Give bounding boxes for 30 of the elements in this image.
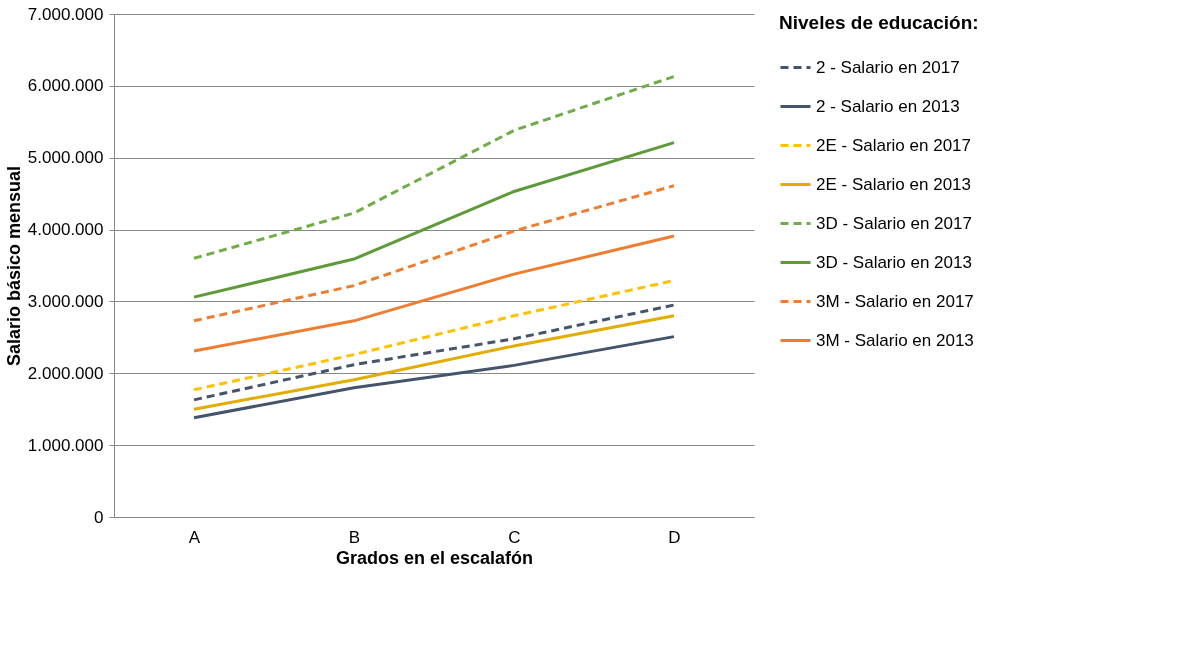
legend-label: 2 - Salario en 2017 — [816, 57, 960, 77]
line-series — [192, 314, 676, 411]
x-axis-title: Grados en el escalafón — [335, 547, 534, 568]
legend-label: 3M - Salario en 2013 — [816, 330, 974, 350]
legend-label: 2E - Salario en 2017 — [816, 135, 971, 155]
x-tick-label: C — [508, 527, 521, 547]
y-tick-label: 2.000.000 — [27, 363, 104, 383]
y-axis-title: Salario básico mensual — [3, 165, 24, 367]
line-series — [192, 234, 676, 353]
line-series — [192, 184, 676, 323]
legend-title: Niveles de educación: — [779, 12, 979, 33]
legend-label: 3D - Salario en 2017 — [816, 213, 972, 233]
legend-label: 3D - Salario en 2013 — [816, 252, 972, 272]
legend-label: 3M - Salario en 2017 — [816, 291, 974, 311]
y-tick-label: 1.000.000 — [27, 435, 104, 455]
y-tick-label: 0 — [94, 507, 104, 527]
y-tick-label: 3.000.000 — [27, 291, 104, 311]
legend-label: 2 - Salario en 2013 — [816, 96, 960, 116]
y-tick-label: 6.000.000 — [27, 76, 104, 96]
x-tick-label: B — [348, 527, 361, 547]
line-series — [192, 335, 676, 420]
y-tick-label: 4.000.000 — [27, 220, 104, 240]
line-series — [192, 303, 676, 402]
y-tick-label: 7.000.000 — [27, 4, 104, 24]
x-tick-label: D — [668, 527, 681, 547]
y-tick-label: 5.000.000 — [27, 148, 104, 168]
line-series — [192, 75, 676, 260]
x-tick-label: A — [188, 527, 201, 547]
legend-label: 2E - Salario en 2013 — [816, 174, 971, 194]
line-series — [192, 141, 676, 299]
